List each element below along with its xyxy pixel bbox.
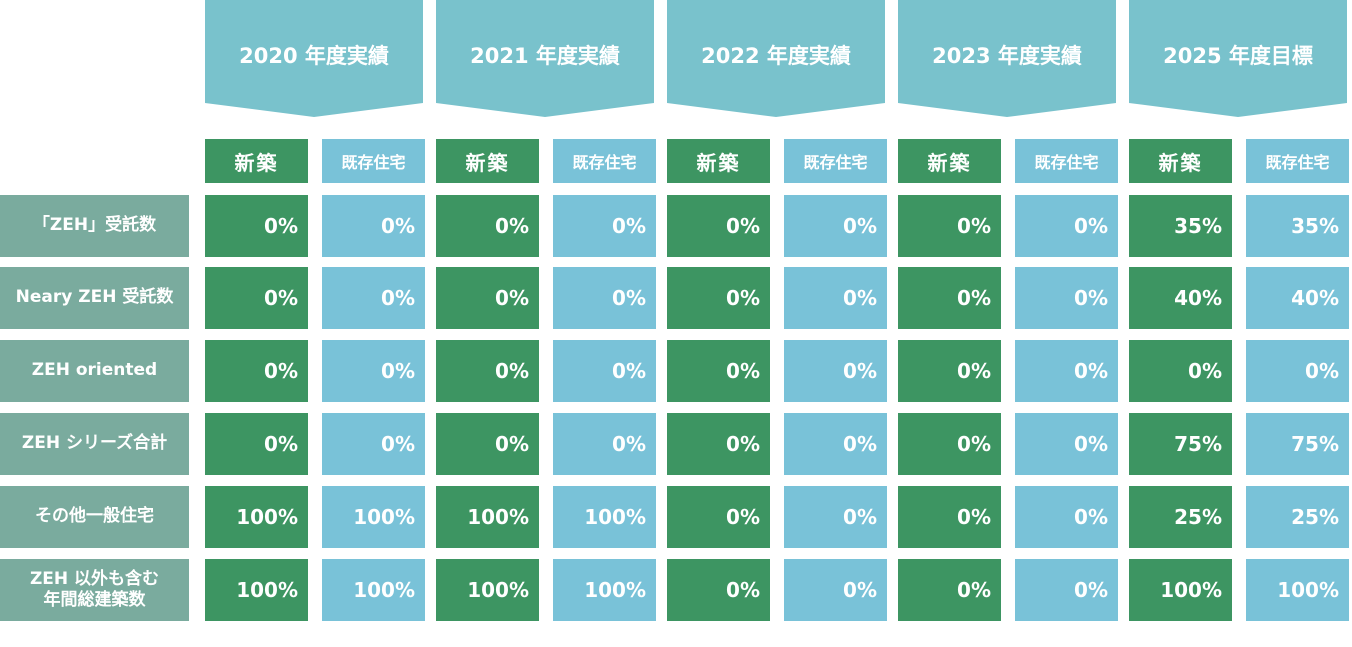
cell-existing-housing: 0%	[1015, 267, 1118, 329]
cell-existing-housing: 100%	[322, 486, 425, 548]
cell-existing-housing: 0%	[1015, 559, 1118, 621]
cell-new-build: 100%	[436, 486, 539, 548]
subheader-existing-housing: 既存住宅	[784, 139, 887, 183]
cell-existing-housing: 0%	[1015, 340, 1118, 402]
year-header: 2025 年度目標	[1129, 0, 1347, 117]
cell-new-build: 0%	[205, 340, 308, 402]
cell-new-build: 0%	[667, 340, 770, 402]
cell-existing-housing: 100%	[553, 559, 656, 621]
cell-existing-housing: 0%	[553, 413, 656, 475]
cell-new-build: 0%	[205, 267, 308, 329]
cell-new-build: 35%	[1129, 195, 1232, 257]
year-header: 2021 年度実績	[436, 0, 654, 117]
cell-existing-housing: 0%	[784, 559, 887, 621]
subheader-new-build: 新築	[1129, 139, 1232, 183]
cell-existing-housing: 25%	[1246, 486, 1349, 548]
year-header-label: 2020 年度実績	[239, 44, 389, 68]
cell-existing-housing: 0%	[553, 195, 656, 257]
year-header: 2020 年度実績	[205, 0, 423, 117]
cell-new-build: 0%	[436, 413, 539, 475]
cell-existing-housing: 0%	[1015, 486, 1118, 548]
cell-new-build: 0%	[898, 486, 1001, 548]
cell-existing-housing: 0%	[553, 340, 656, 402]
cell-existing-housing: 0%	[784, 267, 887, 329]
cell-existing-housing: 0%	[322, 267, 425, 329]
subheader-new-build: 新築	[436, 139, 539, 183]
cell-new-build: 0%	[898, 195, 1001, 257]
subheader-new-build: 新築	[205, 139, 308, 183]
cell-new-build: 40%	[1129, 267, 1232, 329]
cell-new-build: 0%	[898, 559, 1001, 621]
cell-new-build: 0%	[436, 195, 539, 257]
cell-existing-housing: 40%	[1246, 267, 1349, 329]
cell-existing-housing: 0%	[322, 195, 425, 257]
cell-existing-housing: 0%	[784, 413, 887, 475]
subheader-new-build: 新築	[898, 139, 1001, 183]
cell-new-build: 100%	[436, 559, 539, 621]
cell-new-build: 75%	[1129, 413, 1232, 475]
cell-new-build: 25%	[1129, 486, 1232, 548]
subheader-new-build: 新築	[667, 139, 770, 183]
row-label: Neary ZEH 受託数	[0, 267, 189, 329]
cell-existing-housing: 0%	[1015, 413, 1118, 475]
cell-existing-housing: 0%	[322, 413, 425, 475]
cell-existing-housing: 0%	[784, 486, 887, 548]
cell-existing-housing: 100%	[322, 559, 425, 621]
cell-new-build: 0%	[205, 413, 308, 475]
cell-new-build: 0%	[667, 559, 770, 621]
year-header-label: 2025 年度目標	[1163, 44, 1313, 68]
row-label: ZEH 以外も含む 年間総建築数	[0, 559, 189, 621]
cell-existing-housing: 0%	[322, 340, 425, 402]
cell-existing-housing: 0%	[784, 195, 887, 257]
row-label: ZEH oriented	[0, 340, 189, 402]
cell-existing-housing: 100%	[553, 486, 656, 548]
cell-new-build: 0%	[667, 195, 770, 257]
cell-new-build: 0%	[667, 267, 770, 329]
cell-new-build: 100%	[205, 486, 308, 548]
year-header-label: 2021 年度実績	[470, 44, 620, 68]
cell-new-build: 0%	[898, 413, 1001, 475]
row-label: 「ZEH」受託数	[0, 195, 189, 257]
cell-existing-housing: 75%	[1246, 413, 1349, 475]
subheader-existing-housing: 既存住宅	[322, 139, 425, 183]
cell-existing-housing: 0%	[1246, 340, 1349, 402]
cell-new-build: 0%	[436, 340, 539, 402]
cell-new-build: 0%	[898, 340, 1001, 402]
subheader-existing-housing: 既存住宅	[553, 139, 656, 183]
cell-new-build: 0%	[436, 267, 539, 329]
year-header: 2023 年度実績	[898, 0, 1116, 117]
cell-new-build: 0%	[898, 267, 1001, 329]
cell-new-build: 100%	[205, 559, 308, 621]
cell-existing-housing: 0%	[553, 267, 656, 329]
year-header-label: 2023 年度実績	[932, 44, 1082, 68]
cell-existing-housing: 100%	[1246, 559, 1349, 621]
year-header-label: 2022 年度実績	[701, 44, 851, 68]
row-label: ZEH シリーズ合計	[0, 413, 189, 475]
cell-new-build: 100%	[1129, 559, 1232, 621]
row-label: その他一般住宅	[0, 486, 189, 548]
subheader-existing-housing: 既存住宅	[1015, 139, 1118, 183]
cell-existing-housing: 35%	[1246, 195, 1349, 257]
cell-new-build: 0%	[1129, 340, 1232, 402]
cell-new-build: 0%	[667, 413, 770, 475]
cell-existing-housing: 0%	[784, 340, 887, 402]
year-header: 2022 年度実績	[667, 0, 885, 117]
cell-existing-housing: 0%	[1015, 195, 1118, 257]
subheader-existing-housing: 既存住宅	[1246, 139, 1349, 183]
cell-new-build: 0%	[205, 195, 308, 257]
cell-new-build: 0%	[667, 486, 770, 548]
